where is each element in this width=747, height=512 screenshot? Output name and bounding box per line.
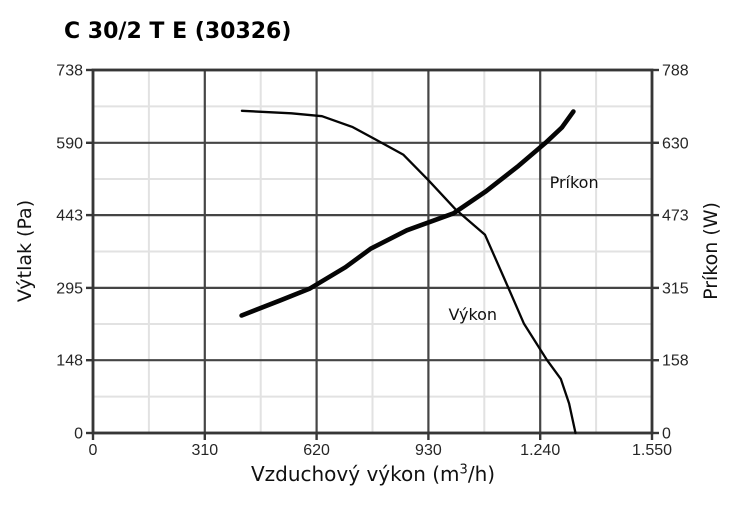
y-right-tick-label: 158 [662, 353, 689, 370]
y-left-tick-label: 148 [56, 353, 83, 370]
y-left-tick-label: 0 [74, 426, 83, 443]
x-tick-label: 310 [191, 442, 218, 459]
y-axis-label-right: Príkon (W) [700, 202, 722, 300]
y-right-tick-label: 0 [662, 426, 671, 443]
y-right-tick-label: 630 [662, 135, 689, 152]
curve-label-vykon: Výkon [448, 305, 497, 324]
curve-label-prikon: Príkon [550, 173, 599, 192]
y-left-tick-label: 295 [56, 280, 83, 297]
y-right-tick-label: 315 [662, 280, 689, 297]
x-axis-label-text-suffix: /h) [467, 462, 496, 486]
x-axis-label: Vzduchový výkon (m3/h) [251, 462, 495, 486]
x-tick-label: 1.550 [632, 442, 672, 459]
x-tick-label: 930 [415, 442, 442, 459]
series-line-vykon [240, 109, 577, 435]
y-left-tick-label: 738 [56, 63, 83, 80]
y-right-tick-label: 473 [662, 208, 689, 225]
y-axis-label-left: Výtlak (Pa) [14, 199, 36, 303]
y-left-tick-label: 443 [56, 208, 83, 225]
series-line-prikon [239, 109, 576, 318]
x-tick-label: 1.240 [520, 442, 560, 459]
y-left-tick-label: 590 [56, 135, 83, 152]
x-tick-label: 620 [303, 442, 330, 459]
y-right-tick-label: 788 [662, 63, 689, 80]
x-axis-label-text: Vzduchový výkon (m [250, 462, 460, 486]
x-tick-label: 0 [89, 442, 98, 459]
x-axis-label-superscript: 3 [459, 462, 468, 478]
plot-border [91, 68, 654, 435]
chart-title: C 30/2 T E (30326) [64, 19, 292, 44]
